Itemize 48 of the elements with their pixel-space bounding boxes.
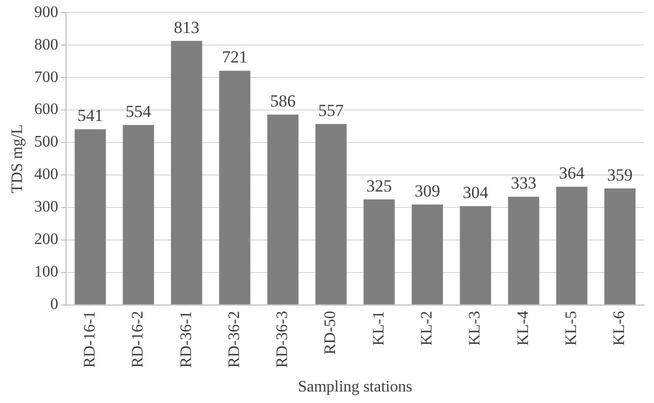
- data-label: 359: [607, 165, 633, 184]
- bar: [412, 204, 443, 304]
- bar: [315, 124, 347, 304]
- data-label: 364: [559, 164, 586, 183]
- bar: [267, 114, 298, 304]
- x-tick-label: KL-5: [562, 310, 580, 346]
- y-tick-label: 800: [34, 36, 58, 54]
- y-tick-label: 100: [34, 264, 58, 281]
- bar: [460, 206, 492, 304]
- y-tick-label: 400: [34, 166, 58, 184]
- x-tick-label: KL-2: [418, 310, 436, 346]
- y-tick-label: 600: [34, 101, 58, 118]
- bar: [74, 129, 106, 304]
- bar: [508, 196, 540, 304]
- x-tick-label: KL-3: [466, 310, 484, 346]
- x-tick-label: RD-36-1: [178, 310, 195, 368]
- x-tick-label: KL-1: [370, 310, 388, 346]
- x-tick-label: RD-16-2: [130, 310, 147, 368]
- x-tick-label: RD-36-3: [274, 310, 292, 368]
- y-tick-label: 500: [34, 134, 58, 151]
- x-tick-label: KL-4: [514, 310, 532, 346]
- x-axis-title: Sampling stations: [298, 378, 412, 396]
- bar: [122, 124, 154, 304]
- bar: [556, 186, 588, 304]
- x-tick-label: RD-50: [322, 310, 340, 354]
- x-tick-label: RD-36-2: [226, 310, 243, 368]
- bar: [604, 188, 636, 304]
- data-label: 813: [174, 18, 200, 37]
- y-tick-label: 900: [34, 4, 58, 21]
- data-label: 557: [318, 100, 344, 120]
- data-label: 721: [222, 48, 248, 67]
- y-tick-label: 700: [34, 68, 58, 86]
- x-tick-label: RD-16-1: [81, 310, 98, 368]
- y-tick-label: 200: [34, 231, 58, 248]
- data-label: 586: [270, 92, 296, 111]
- y-tick-label: 300: [34, 198, 58, 216]
- data-label: 309: [414, 182, 440, 201]
- data-label: 325: [366, 176, 392, 196]
- data-label: 333: [510, 174, 536, 193]
- data-label: 304: [462, 183, 489, 202]
- bar: [170, 40, 202, 304]
- data-label: 541: [78, 106, 104, 126]
- bar: [364, 199, 395, 304]
- x-tick-label: KL-6: [611, 310, 628, 346]
- y-tick-label: 0: [50, 296, 58, 314]
- y-axis-title: TDS mg/L: [8, 124, 26, 194]
- bar: [219, 70, 250, 304]
- data-label: 554: [126, 102, 152, 121]
